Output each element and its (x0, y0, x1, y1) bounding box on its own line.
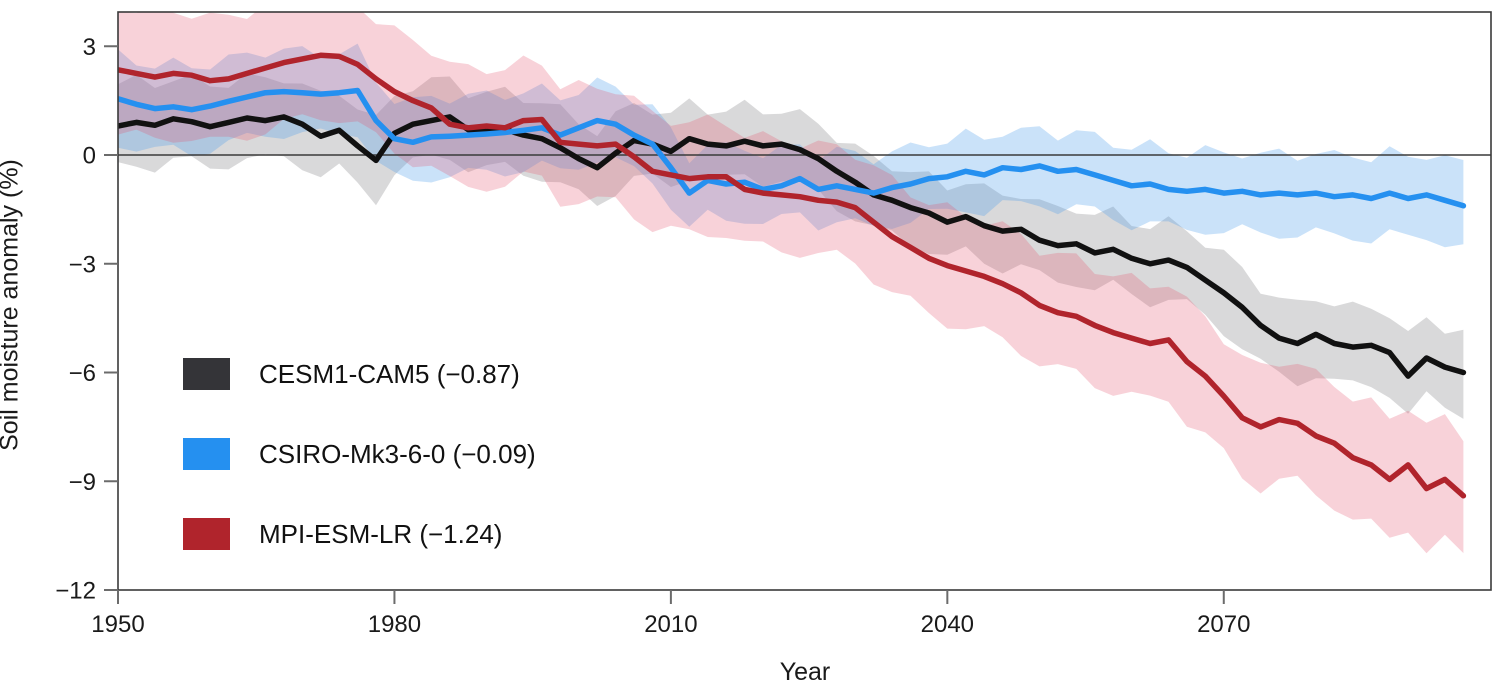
svg-text:1950: 1950 (91, 611, 144, 638)
svg-text:−9: −9 (69, 469, 96, 496)
svg-text:1980: 1980 (368, 611, 421, 638)
svg-text:0: 0 (83, 143, 96, 170)
legend-item-mpi-esm-lr: MPI-ESM-LR (−1.24) (183, 518, 536, 550)
svg-text:2040: 2040 (921, 611, 974, 638)
svg-text:−12: −12 (55, 578, 96, 605)
legend-swatch-mpi-esm-lr (183, 518, 230, 550)
legend-label-csiro-mk3: CSIRO-Mk3-6-0 (−0.09) (259, 438, 536, 469)
y-axis-title: Soil moisture anomaly (%) (0, 159, 24, 451)
legend-swatch-csiro-mk3 (183, 438, 230, 470)
legend-swatch-cesm1-cam5 (183, 358, 230, 390)
svg-text:2070: 2070 (1197, 611, 1250, 638)
x-axis-title: Year (779, 658, 831, 686)
legend-item-cesm1-cam5: CESM1-CAM5 (−0.87) (183, 358, 536, 390)
svg-text:2010: 2010 (644, 611, 697, 638)
svg-text:−6: −6 (69, 360, 96, 387)
svg-text:−3: −3 (69, 251, 96, 278)
svg-text:3: 3 (83, 34, 96, 61)
legend-label-mpi-esm-lr: MPI-ESM-LR (−1.24) (259, 518, 503, 549)
legend-item-csiro-mk3: CSIRO-Mk3-6-0 (−0.09) (183, 438, 536, 470)
legend-label-cesm1-cam5: CESM1-CAM5 (−0.87) (259, 358, 520, 389)
legend: CESM1-CAM5 (−0.87) CSIRO-Mk3-6-0 (−0.09)… (183, 358, 536, 598)
